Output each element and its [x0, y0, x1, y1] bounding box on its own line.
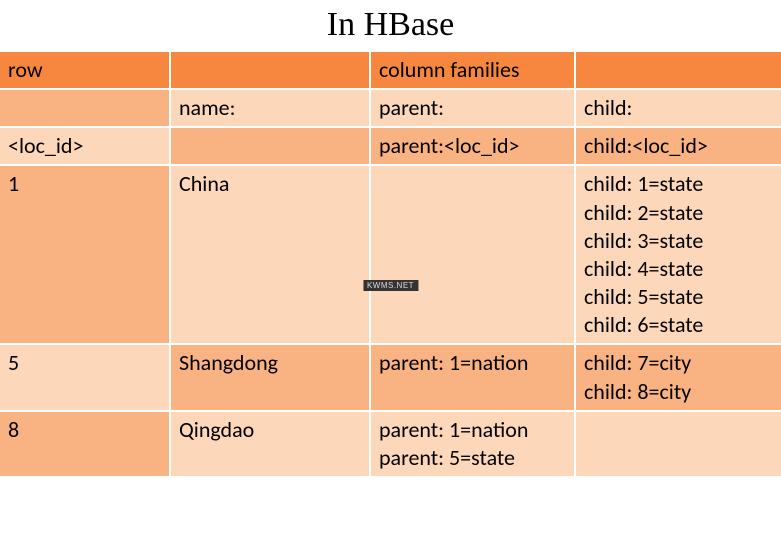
table-row: 8 Qingdao parent: 1=nation parent: 5=sta… [0, 411, 781, 477]
cell-id-8: 8 [0, 411, 170, 477]
table-row: <loc_id> parent:<loc_id> child:<loc_id> [0, 127, 781, 165]
cell-name-qingdao: Qingdao [170, 411, 370, 477]
cell-child-list-5: child: 7=city child: 8=city [575, 344, 781, 410]
hbase-table: row column families name: parent: child:… [0, 52, 781, 478]
watermark: KWMS.NET [363, 280, 418, 291]
page-title: In HBase [0, 0, 781, 52]
table-row: 5 Shangdong parent: 1=nation child: 7=ci… [0, 344, 781, 410]
cell-parent-locid: parent:<loc_id> [370, 127, 575, 165]
cell-child-locid: child:<loc_id> [575, 127, 781, 165]
cell-empty [0, 89, 170, 127]
cell-child-header: child: [575, 89, 781, 127]
cell-parent-header: parent: [370, 89, 575, 127]
cell-row-header: row [0, 52, 170, 89]
cell-id-1: 1 [0, 165, 170, 344]
cell-name-shangdong: Shangdong [170, 344, 370, 410]
cell-column-families-header: column families [370, 52, 575, 89]
cell-empty [170, 52, 370, 89]
cell-parent-5: parent: 1=nation [370, 344, 575, 410]
cell-parent-8: parent: 1=nation parent: 5=state [370, 411, 575, 477]
cell-empty [170, 127, 370, 165]
table-row: 1 China child: 1=state child: 2=state ch… [0, 165, 781, 344]
page: { "title": "In HBase", "colors": { "head… [0, 0, 781, 478]
cell-empty [575, 411, 781, 477]
cell-empty [575, 52, 781, 89]
cell-empty [370, 165, 575, 344]
cell-child-list-1: child: 1=state child: 2=state child: 3=s… [575, 165, 781, 344]
cell-name-header: name: [170, 89, 370, 127]
cell-name-china: China [170, 165, 370, 344]
cell-id-5: 5 [0, 344, 170, 410]
table-row: row column families [0, 52, 781, 89]
table-row: name: parent: child: [0, 89, 781, 127]
cell-locid: <loc_id> [0, 127, 170, 165]
